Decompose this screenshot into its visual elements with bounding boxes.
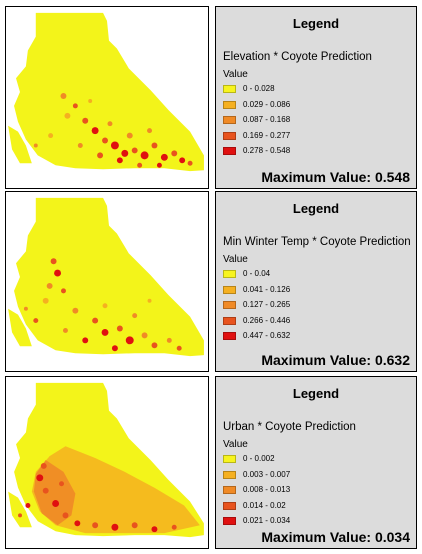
legend-variable: Min Winter Temp * Coyote Prediction	[223, 236, 411, 248]
hotspot-cluster	[23, 258, 182, 352]
swatch-class-3	[223, 116, 236, 124]
legend-panel-min-winter-temp: Legend Min Winter Temp * Coyote Predicti…	[215, 191, 417, 372]
swatch-class-3	[223, 301, 236, 309]
legend-title: Legend	[292, 201, 340, 216]
legend-variable: Elevation * Coyote Prediction	[223, 51, 372, 63]
hotspot-cluster	[18, 462, 177, 533]
class-label: 0.003 - 0.007	[243, 469, 291, 479]
legend-value-label: Value	[223, 254, 248, 265]
legend-panel-urban: Legend Urban * Coyote Prediction Value 0…	[215, 376, 417, 549]
swatch-class-4	[223, 131, 236, 140]
class-label: 0.087 - 0.168	[243, 115, 291, 124]
swatch-class-5	[223, 332, 236, 340]
map-urban-graphic	[8, 382, 204, 538]
class-label: 0.041 - 0.126	[243, 284, 291, 294]
legend-title: Legend	[292, 386, 340, 401]
swatch-class-2	[223, 285, 236, 294]
legend-value-label: Value	[223, 69, 248, 80]
legend-title: Legend	[292, 16, 340, 31]
maximum-value: Maximum Value: 0.632	[261, 352, 410, 368]
class-label: 0.278 - 0.548	[243, 146, 291, 155]
swatch-class-1	[223, 85, 236, 93]
map-urban-coyote	[5, 376, 209, 549]
swatch-class-2	[223, 100, 236, 109]
map-min-winter-temp-coyote	[5, 191, 209, 372]
class-label: 0.447 - 0.632	[243, 331, 291, 340]
class-label: 0.266 - 0.446	[243, 315, 291, 325]
legend-variable: Urban * Coyote Prediction	[223, 421, 356, 433]
swatch-class-1	[223, 455, 236, 463]
legend-value-label: Value	[223, 439, 248, 450]
hotspot-cluster	[33, 93, 193, 168]
map-elevation-graphic	[8, 12, 204, 172]
class-label: 0.021 - 0.034	[243, 516, 291, 525]
class-label: 0.014 - 0.02	[243, 500, 286, 510]
maximum-value: Maximum Value: 0.034	[261, 529, 410, 545]
map-min-winter-temp-graphic	[8, 197, 204, 357]
class-label: 0 - 0.04	[243, 269, 271, 278]
class-label: 0.169 - 0.277	[243, 130, 291, 140]
class-label: 0.029 - 0.086	[243, 99, 291, 109]
class-label: 0 - 0.028	[243, 84, 275, 93]
legend-panel-elevation: Legend Elevation * Coyote Prediction Val…	[215, 6, 417, 189]
map-elevation-coyote	[5, 6, 209, 189]
class-label: 0.127 - 0.265	[243, 300, 291, 309]
swatch-class-1	[223, 270, 236, 278]
class-label: 0.008 - 0.013	[243, 485, 291, 494]
swatch-class-4	[223, 501, 236, 510]
class-label: 0 - 0.002	[243, 454, 275, 463]
swatch-class-2	[223, 470, 236, 479]
swatch-class-3	[223, 486, 236, 494]
swatch-class-5	[223, 147, 236, 155]
swatch-class-5	[223, 517, 236, 525]
maximum-value: Maximum Value: 0.548	[261, 169, 410, 185]
swatch-class-4	[223, 316, 236, 325]
